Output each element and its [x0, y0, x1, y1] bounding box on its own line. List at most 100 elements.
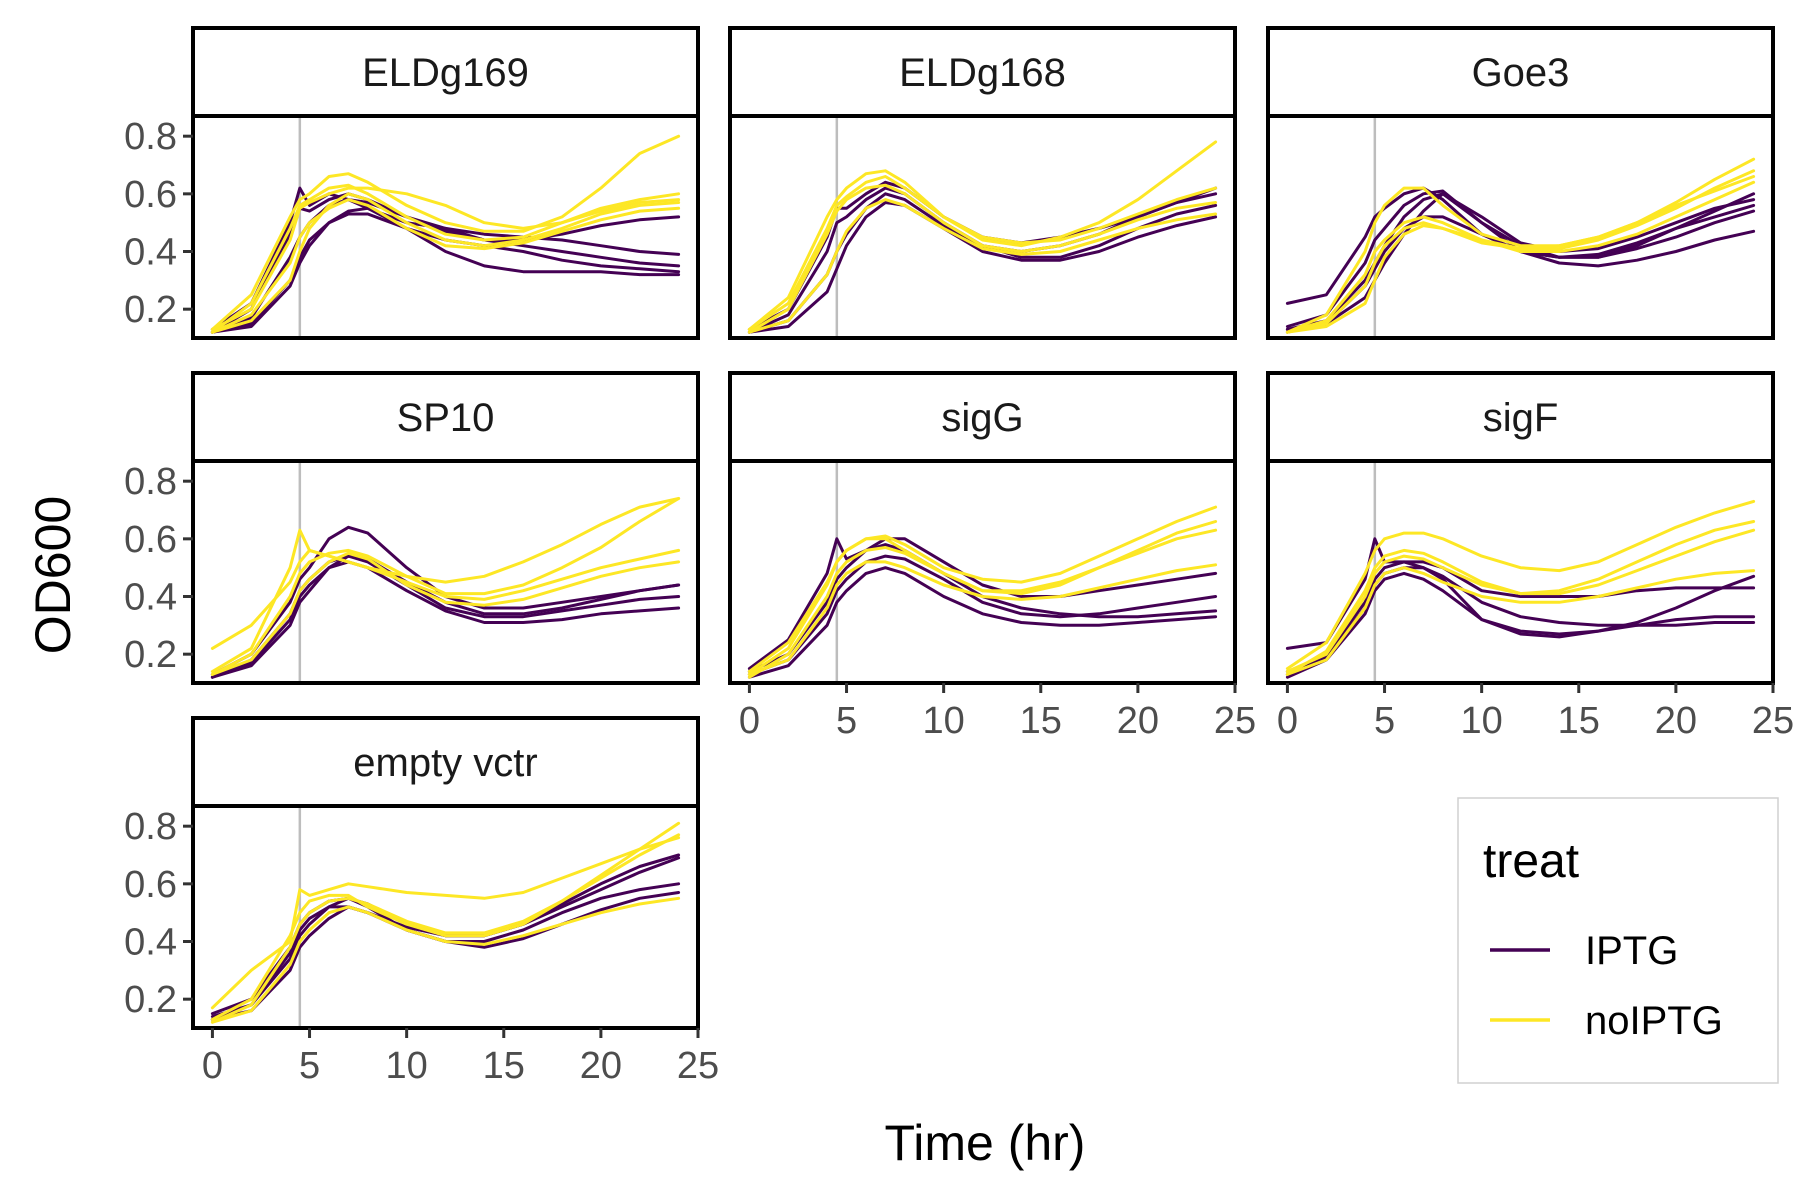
x-tick-label: 15 — [1558, 700, 1600, 742]
panel: SP10 0.2 0.4 0.6 0.8 — [124, 371, 700, 685]
y-tick-label: 0.8 — [124, 461, 177, 503]
panel-border — [728, 459, 1237, 685]
x-tick-label: 25 — [677, 1045, 719, 1087]
series-line-iptg — [747, 566, 1218, 679]
x-tick-label: 5 — [299, 1045, 320, 1087]
series-line-noiptg — [1285, 169, 1756, 334]
series-line-iptg — [747, 537, 1218, 673]
legend-label-iptg: IPTG — [1585, 929, 1678, 973]
series-line-noiptg — [210, 192, 681, 334]
series-line-noiptg — [210, 896, 681, 1024]
series-line-noiptg — [210, 833, 681, 1024]
panel: Goe3 — [1266, 26, 1775, 340]
strip-background — [191, 371, 700, 463]
y-tick-label: 0.2 — [124, 289, 177, 331]
series-line-noiptg — [1285, 157, 1756, 334]
strip-label: Goe3 — [1472, 51, 1570, 95]
strip-label: empty vctr — [353, 741, 537, 785]
series-line-noiptg — [747, 198, 1218, 334]
strip-label: sigF — [1483, 396, 1559, 440]
series-line-iptg — [747, 554, 1218, 676]
x-tick-label: 0 — [1277, 700, 1298, 742]
y-tick-label: 0.6 — [124, 864, 177, 906]
series-line-noiptg — [210, 198, 681, 334]
series-line-noiptg — [210, 186, 681, 331]
panel-border — [1266, 114, 1775, 340]
strip-background — [1266, 371, 1775, 463]
x-tick-label: 0 — [202, 1045, 223, 1087]
x-tick-label: 20 — [1117, 700, 1159, 742]
x-tick-label: 10 — [923, 700, 965, 742]
x-tick-label: 10 — [1461, 700, 1503, 742]
y-tick-label: 0.4 — [124, 577, 177, 619]
series-line-iptg — [210, 560, 681, 679]
series-line-noiptg — [1285, 175, 1756, 334]
x-axis-title: Time (hr) — [885, 1115, 1086, 1171]
x-tick-label: 0 — [739, 700, 760, 742]
series-line-noiptg — [210, 836, 681, 1010]
chart-panels: ELDg169 0.2 0.4 0.6 0.8 ELDg168 Goe3 SP10 0.2 0.4… — [124, 26, 1794, 1087]
panel: ELDg168 — [728, 26, 1237, 340]
legend: treat IPTG noIPTG — [1457, 797, 1779, 1084]
strip-background — [728, 26, 1237, 118]
strip-background — [728, 371, 1237, 463]
strip-label: ELDg168 — [899, 51, 1066, 95]
series-line-noiptg — [747, 560, 1218, 676]
panel: sigF 0 5 10 15 20 25 — [1266, 371, 1794, 742]
x-tick-label: 20 — [1655, 700, 1697, 742]
x-tick-label: 15 — [483, 1045, 525, 1087]
series-line-iptg — [747, 201, 1218, 334]
series-line-noiptg — [1285, 528, 1756, 673]
panel: empty vctr 0.2 0.4 0.6 0.8 0 5 10 15 20 25 — [124, 716, 719, 1087]
x-tick-label: 5 — [836, 700, 857, 742]
panel-border — [191, 114, 700, 340]
series-line-noiptg — [747, 528, 1218, 679]
y-axis-title: OD600 — [25, 496, 81, 654]
series-line-iptg — [210, 212, 681, 334]
y-tick-label: 0.2 — [124, 979, 177, 1021]
y-tick-label: 0.8 — [124, 116, 177, 158]
x-tick-label: 20 — [580, 1045, 622, 1087]
legend-label-noiptg: noIPTG — [1585, 999, 1723, 1043]
panel: sigG 0 5 10 15 20 25 — [728, 371, 1256, 742]
panel-border — [1266, 459, 1775, 685]
legend-box — [1457, 797, 1779, 1084]
x-tick-label: 10 — [386, 1045, 428, 1087]
series-line-noiptg — [210, 497, 681, 676]
x-tick-label: 15 — [1020, 700, 1062, 742]
y-tick-label: 0.4 — [124, 922, 177, 964]
series-line-noiptg — [210, 821, 681, 1021]
y-tick-label: 0.2 — [124, 634, 177, 676]
panel-border — [191, 459, 700, 685]
series-line-iptg — [1285, 560, 1756, 676]
series-line-noiptg — [1285, 520, 1756, 676]
y-tick-label: 0.4 — [124, 232, 177, 274]
series-line-iptg — [747, 180, 1218, 331]
series-line-noiptg — [210, 528, 681, 673]
series-line-noiptg — [747, 175, 1218, 331]
panel-border — [728, 114, 1237, 340]
series-line-noiptg — [210, 551, 681, 676]
x-tick-label: 5 — [1374, 700, 1395, 742]
x-tick-label: 25 — [1214, 700, 1256, 742]
y-tick-label: 0.8 — [124, 806, 177, 848]
panel: ELDg169 0.2 0.4 0.6 0.8 — [124, 26, 700, 340]
series-line-iptg — [210, 192, 681, 334]
x-tick-label: 25 — [1752, 700, 1794, 742]
y-tick-label: 0.6 — [124, 174, 177, 216]
series-line-iptg — [1285, 571, 1756, 679]
strip-label: SP10 — [397, 396, 495, 440]
series-line-iptg — [1285, 189, 1756, 328]
series-line-noiptg — [1285, 499, 1756, 671]
y-tick-label: 0.6 — [124, 519, 177, 561]
legend-title: treat — [1483, 835, 1579, 888]
strip-label: sigG — [941, 396, 1023, 440]
strip-label: ELDg169 — [362, 51, 529, 95]
panel-border — [191, 804, 700, 1030]
series-line-noiptg — [747, 140, 1218, 331]
series-line-iptg — [210, 525, 681, 676]
legend-entries: IPTG noIPTG — [1490, 929, 1723, 1043]
series-line-noiptg — [210, 134, 681, 331]
strip-background — [191, 716, 700, 808]
